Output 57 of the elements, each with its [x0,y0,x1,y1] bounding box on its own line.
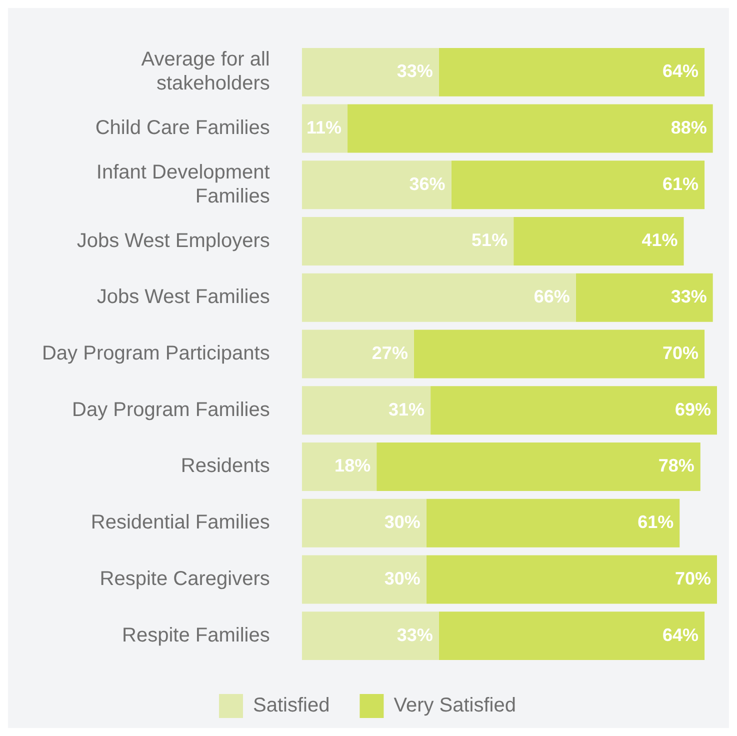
bar [376,442,700,491]
bar [302,555,426,604]
data-label: 11% [306,118,342,138]
data-label: 64% [662,624,699,645]
y-tick-label: Day Program Participants [42,342,270,365]
data-label: 69% [674,399,711,420]
data-label: 18% [334,456,371,476]
bar [302,612,439,660]
data-label: 61% [638,512,674,532]
y-tick-label: Infant Development Families [96,161,270,208]
y-tick-label: Jobs West Employers [76,230,270,252]
bar [426,555,717,604]
data-label: 66% [534,286,570,307]
data-label: 61% [662,174,699,194]
data-label: 64% [662,61,699,82]
bar [514,217,684,266]
y-tick-label: Average for all stakeholders [141,48,270,95]
bar [302,104,348,153]
y-tick-label: Residents [180,455,270,478]
bar [438,612,705,660]
data-label: 27% [372,342,408,363]
legend-label: Very Satisfied [394,694,516,717]
bar [430,386,717,435]
data-label: 31% [388,399,425,420]
y-tick-label: Jobs West Families [96,286,270,308]
data-label: 36% [409,174,446,194]
data-label: 70% [662,342,699,363]
bar [426,498,680,548]
legend-label: Satisfied [253,694,330,717]
y-tick-label: Child Care Families [95,117,270,140]
bar [302,330,414,378]
data-label: 33% [396,61,433,82]
bar [302,48,439,96]
data-label: 33% [670,286,707,307]
y-tick-label: Residential Families [90,512,270,534]
data-label: 70% [674,568,711,588]
bar [451,160,705,210]
y-tick-label: Respite Caregivers [100,568,270,590]
data-label: 30% [384,568,420,588]
y-tick-label: Day Program Families [72,398,270,421]
y-tick-label: Respite Families [122,624,270,646]
bar [348,104,713,153]
bar [438,48,705,96]
bar [302,386,431,435]
bar [302,217,514,266]
data-label: 88% [670,118,707,138]
data-label: 51% [472,230,508,250]
data-label: 41% [642,230,678,250]
bar [302,273,576,322]
bar [302,160,452,210]
data-label: 33% [396,624,433,645]
bar [414,330,705,378]
bar [576,273,713,322]
bar [302,442,377,491]
data-label: 78% [658,456,694,476]
bar [302,498,426,548]
data-label: 30% [384,512,420,532]
